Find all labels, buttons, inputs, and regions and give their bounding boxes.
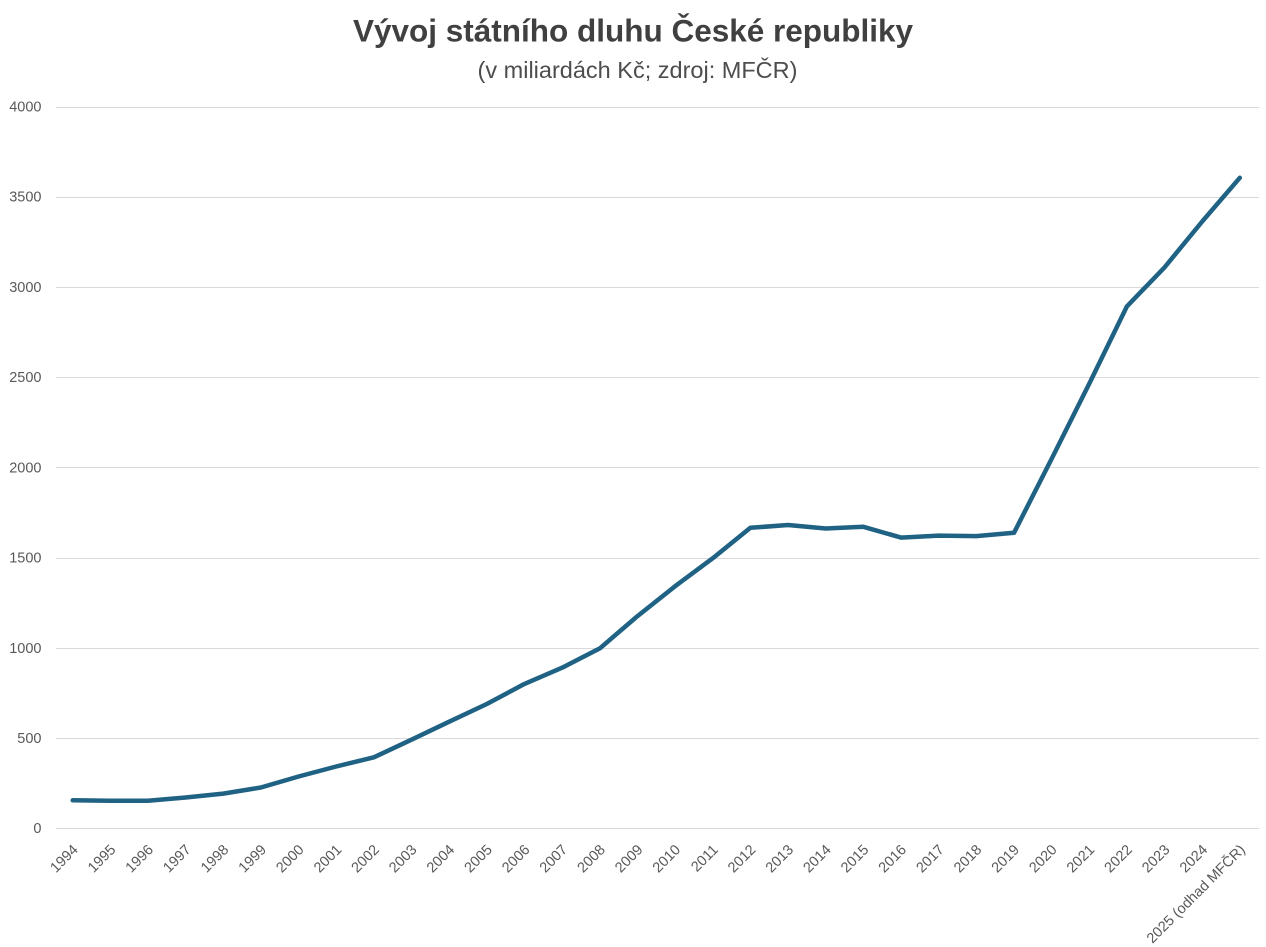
svg-text:2000: 2000 (9, 460, 41, 476)
svg-text:(v miliardách Kč; zdroj: MFČR): (v miliardách Kč; zdroj: MFČR) (478, 56, 798, 83)
svg-text:4000: 4000 (9, 100, 41, 116)
svg-text:Vývoj státního dluhu České rep: Vývoj státního dluhu České republiky (353, 12, 914, 48)
svg-text:1500: 1500 (9, 551, 41, 567)
svg-text:2500: 2500 (9, 370, 41, 386)
svg-text:3000: 3000 (9, 280, 41, 296)
svg-text:0: 0 (33, 821, 41, 837)
svg-text:500: 500 (17, 731, 41, 747)
svg-text:3500: 3500 (9, 190, 41, 206)
svg-text:1000: 1000 (9, 641, 41, 657)
